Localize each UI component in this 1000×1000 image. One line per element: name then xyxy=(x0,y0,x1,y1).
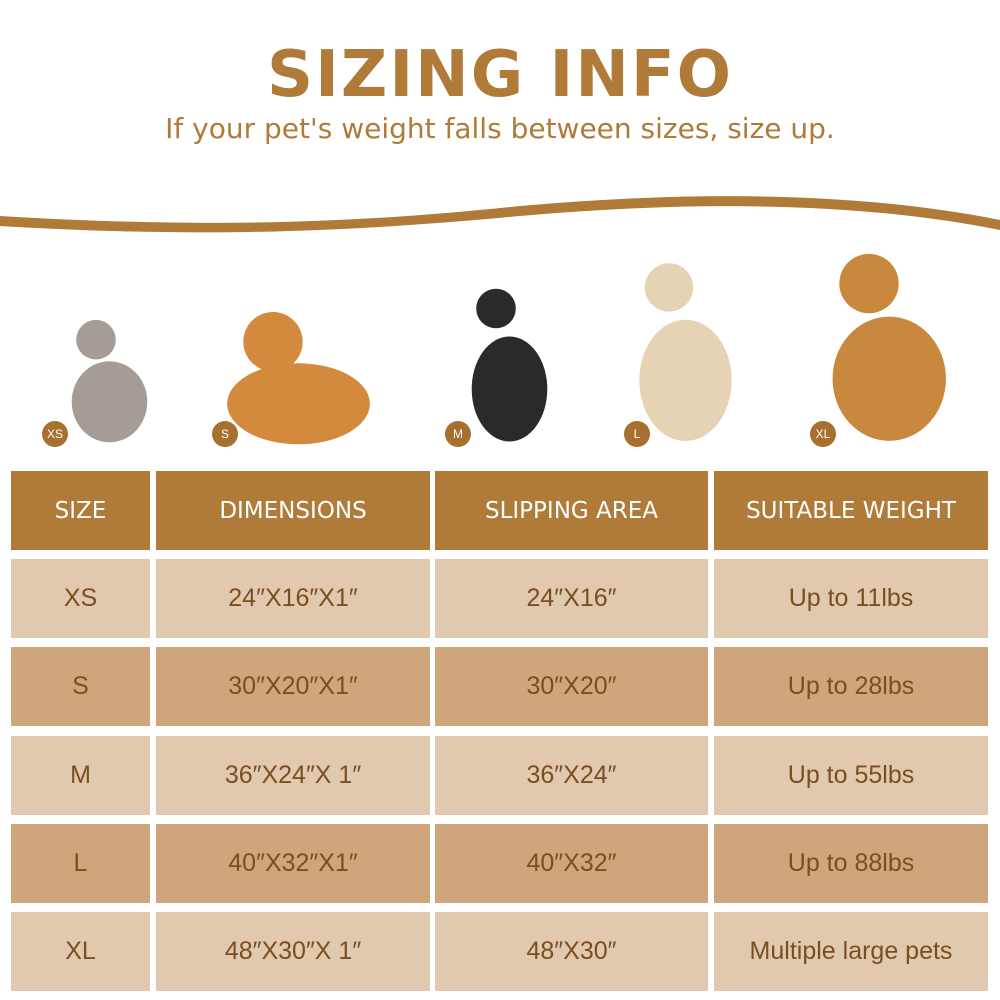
table-cell: L xyxy=(11,824,150,903)
page-subtitle: If your pet's weight falls between sizes… xyxy=(165,112,835,145)
wave-divider xyxy=(0,196,1000,233)
table-cell: 36″X24″ xyxy=(435,736,708,815)
table-cell: Up to 88lbs xyxy=(714,824,988,903)
size-badge: XS xyxy=(42,421,68,447)
page-title: SIZING INFO xyxy=(267,38,733,112)
size-badge: S xyxy=(212,421,238,447)
size-badge: M xyxy=(445,421,471,447)
border-collie-icon xyxy=(460,270,550,445)
column-header: SUITABLE WEIGHT xyxy=(714,471,988,550)
table-cell: Up to 11lbs xyxy=(714,559,988,638)
table-cell: XL xyxy=(11,912,150,991)
table-cell: 36″X24″X 1″ xyxy=(156,736,430,815)
table-cell: Multiple large pets xyxy=(714,912,988,991)
cat-icon xyxy=(60,310,150,445)
golden-retriever-icon xyxy=(625,243,735,445)
table-cell: 48″X30″ xyxy=(435,912,708,991)
size-badge: L xyxy=(624,421,650,447)
table-cell: 40″X32″ xyxy=(435,824,708,903)
table-cell: M xyxy=(11,736,150,815)
size-badge: XL xyxy=(810,421,836,447)
column-header: SLIPPING AREA xyxy=(435,471,708,550)
golden-retriever-large-icon xyxy=(815,238,950,445)
table-cell: 48″X30″X 1″ xyxy=(156,912,430,991)
corgi-icon xyxy=(205,312,375,447)
table-cell: 30″X20″X1″ xyxy=(156,647,430,726)
table-cell: Up to 28lbs xyxy=(714,647,988,726)
table-cell: XS xyxy=(11,559,150,638)
table-cell: S xyxy=(11,647,150,726)
table-cell: 30″X20″ xyxy=(435,647,708,726)
table-cell: Up to 55lbs xyxy=(714,736,988,815)
column-header: DIMENSIONS xyxy=(156,471,430,550)
table-cell: 24″X16″X1″ xyxy=(156,559,430,638)
column-header: SIZE xyxy=(11,471,150,550)
table-cell: 40″X32″X1″ xyxy=(156,824,430,903)
table-cell: 24″X16″ xyxy=(435,559,708,638)
